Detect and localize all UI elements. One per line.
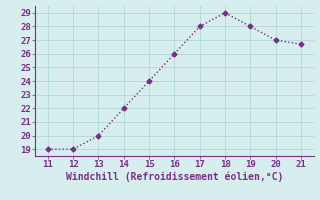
X-axis label: Windchill (Refroidissement éolien,°C): Windchill (Refroidissement éolien,°C) <box>66 172 283 182</box>
